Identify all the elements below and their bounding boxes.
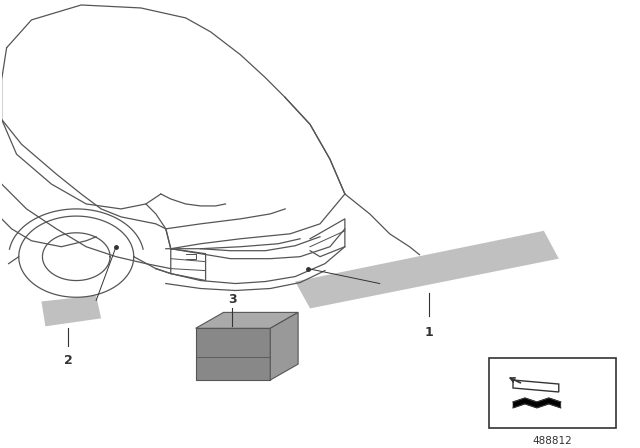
Polygon shape: [196, 328, 270, 380]
Text: 3: 3: [228, 293, 237, 306]
Text: 488812: 488812: [533, 436, 573, 446]
Polygon shape: [270, 312, 298, 380]
Polygon shape: [513, 380, 559, 392]
Text: 1: 1: [425, 326, 434, 339]
Polygon shape: [42, 296, 101, 326]
Polygon shape: [513, 398, 561, 408]
Text: 2: 2: [64, 354, 73, 367]
Bar: [489, 358, 616, 428]
Polygon shape: [196, 312, 298, 328]
Polygon shape: [295, 231, 559, 308]
